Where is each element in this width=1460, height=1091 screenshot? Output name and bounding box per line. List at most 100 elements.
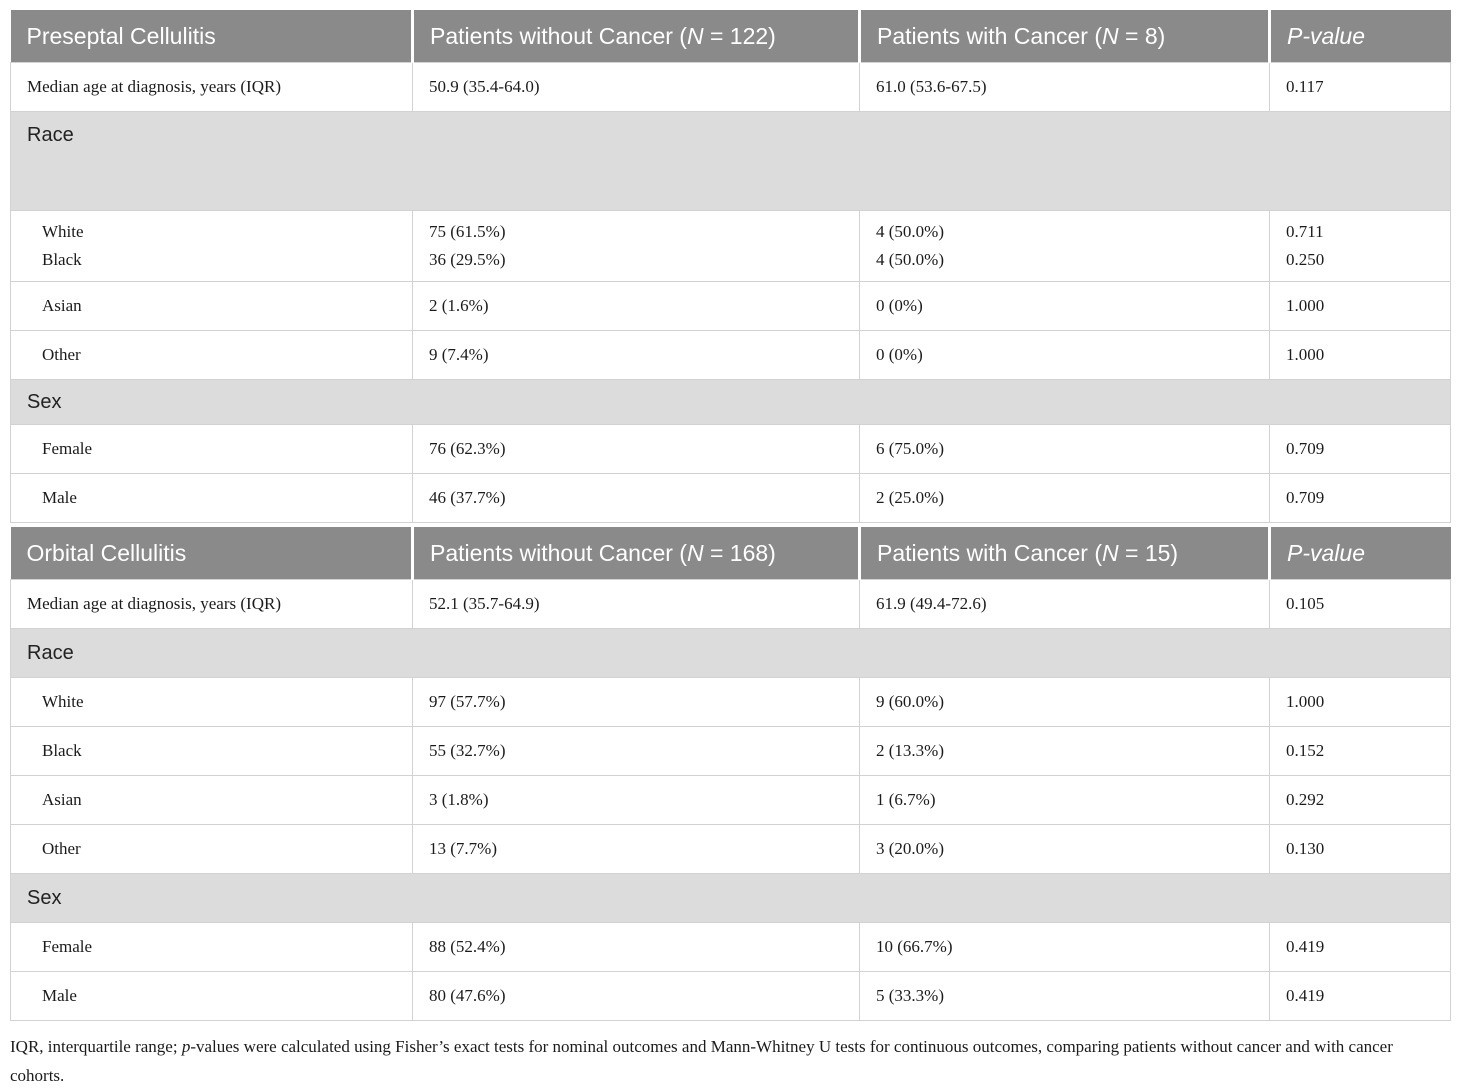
preseptal-col-no-cancer: Patients without Cancer (N = 122) <box>412 10 861 63</box>
pvalue-cell: 0.419 <box>1269 971 1451 1021</box>
col-label-text: Patients without Cancer ( <box>430 539 687 566</box>
col-label-text: Patients without Cancer ( <box>430 22 687 49</box>
col-label-text: = 168) <box>703 539 776 566</box>
section-label-cell: Race <box>10 111 1451 211</box>
pvalue-cell: 1.000 <box>1269 281 1451 331</box>
value-line: 4 (50.0%) <box>876 250 944 269</box>
no-cancer-value-cell: 9 (7.4%) <box>412 330 860 380</box>
section-row-race: Race <box>10 628 1451 678</box>
row-label-cell: Female <box>10 922 413 972</box>
orbital-col-cancer: Patients with Cancer (N = 15) <box>859 527 1271 580</box>
no-cancer-value-cell: 76 (62.3%) <box>412 424 860 474</box>
orbital-col-pvalue: P-value <box>1269 527 1451 580</box>
table-row-asian: Asian 3 (1.8%) 1 (6.7%) 0.292 <box>10 775 1451 825</box>
row-label-cell: Other <box>10 824 413 874</box>
pvalue-cell: 0.711 0.250 <box>1269 210 1451 282</box>
table-row-asian: Asian 2 (1.6%) 0 (0%) 1.000 <box>10 281 1451 331</box>
preseptal-title: Preseptal Cellulitis <box>10 10 414 63</box>
cancer-value-cell: 3 (20.0%) <box>859 824 1270 874</box>
cancer-value-cell: 10 (66.7%) <box>859 922 1270 972</box>
cancer-value-cell: 2 (25.0%) <box>859 473 1270 523</box>
n-symbol: N <box>1101 539 1119 566</box>
value-line: 4 (50.0%) <box>876 221 944 241</box>
section-row-sex: Sex <box>10 379 1451 425</box>
no-cancer-value-cell: 13 (7.7%) <box>412 824 860 874</box>
row-label-cell: White Black <box>10 210 413 282</box>
cancer-value-cell: 0 (0%) <box>859 281 1270 331</box>
cancer-value-cell: 61.9 (49.4-72.6) <box>859 579 1270 629</box>
no-cancer-value-cell: 2 (1.6%) <box>412 281 860 331</box>
col-label-text: = 15) <box>1118 539 1179 566</box>
col-label-text: = 122) <box>703 22 776 49</box>
section-label-cell: Sex <box>10 873 1451 923</box>
row-label-cell: Female <box>10 424 413 474</box>
row-label-line: Black <box>42 250 82 269</box>
table-row-female: Female 76 (62.3%) 6 (75.0%) 0.709 <box>10 424 1451 474</box>
pvalue-cell: 0.709 <box>1269 473 1451 523</box>
pvalue-cell: 0.130 <box>1269 824 1451 874</box>
table-row-median-age: Median age at diagnosis, years (IQR) 52.… <box>10 579 1451 629</box>
row-label-cell: Asian <box>10 281 413 331</box>
footnote-text: -values were calculated using Fisher’s e… <box>10 1037 1393 1085</box>
table-row-white-black: White Black 75 (61.5%) 36 (29.5%) 4 (50.0%… <box>10 210 1451 282</box>
no-cancer-value-cell: 97 (57.7%) <box>412 677 860 727</box>
preseptal-col-cancer: Patients with Cancer (N = 8) <box>859 10 1271 63</box>
value-line: 75 (61.5%) <box>429 221 506 241</box>
cancer-value-cell: 4 (50.0%) 4 (50.0%) <box>859 210 1270 282</box>
table-row-white: White 97 (57.7%) 9 (60.0%) 1.000 <box>10 677 1451 727</box>
cancer-value-cell: 0 (0%) <box>859 330 1270 380</box>
row-label-cell: Asian <box>10 775 413 825</box>
preseptal-col-pvalue: P-value <box>1269 10 1451 63</box>
no-cancer-value-cell: 52.1 (35.7-64.9) <box>412 579 860 629</box>
no-cancer-value-cell: 3 (1.8%) <box>412 775 860 825</box>
n-symbol: N <box>686 22 704 49</box>
col-label-text: = 8) <box>1118 22 1166 49</box>
pvalue-cell: 0.419 <box>1269 922 1451 972</box>
value-line: 36 (29.5%) <box>429 250 506 269</box>
row-label-cell: Male <box>10 971 413 1021</box>
preseptal-header-row: Preseptal Cellulitis Patients without Ca… <box>10 10 1451 63</box>
no-cancer-value-cell: 88 (52.4%) <box>412 922 860 972</box>
footnote-italic-p: p <box>181 1037 191 1056</box>
cancer-value-cell: 5 (33.3%) <box>859 971 1270 1021</box>
n-symbol: N <box>1101 22 1119 49</box>
table-row-median-age: Median age at diagnosis, years (IQR) 50.… <box>10 62 1451 112</box>
cancer-value-cell: 6 (75.0%) <box>859 424 1270 474</box>
col-label-text: Patients with Cancer ( <box>877 539 1102 566</box>
table-row-black: Black 55 (32.7%) 2 (13.3%) 0.152 <box>10 726 1451 776</box>
pvalue-cell: 0.709 <box>1269 424 1451 474</box>
col-label-text: Patients with Cancer ( <box>877 22 1102 49</box>
table-row-male: Male 46 (37.7%) 2 (25.0%) 0.709 <box>10 473 1451 523</box>
row-label-line: White <box>42 221 84 241</box>
no-cancer-value-cell: 46 (37.7%) <box>412 473 860 523</box>
row-label-cell: Median age at diagnosis, years (IQR) <box>10 62 413 112</box>
pvalue-cell: 0.292 <box>1269 775 1451 825</box>
footnote-text: IQR, interquartile range; <box>10 1037 182 1056</box>
pvalue-cell: 0.105 <box>1269 579 1451 629</box>
orbital-cellulitis-table: Orbital Cellulitis Patients without Canc… <box>10 527 1451 1021</box>
pvalue-cell: 0.117 <box>1269 62 1451 112</box>
section-row-race: Race <box>10 111 1451 211</box>
cancer-value-cell: 2 (13.3%) <box>859 726 1270 776</box>
row-label-cell: Other <box>10 330 413 380</box>
section-label-cell: Race <box>10 628 1451 678</box>
row-label-cell: White <box>10 677 413 727</box>
value-line: 0.250 <box>1286 250 1325 269</box>
cancer-value-cell: 1 (6.7%) <box>859 775 1270 825</box>
no-cancer-value-cell: 75 (61.5%) 36 (29.5%) <box>412 210 860 282</box>
orbital-title: Orbital Cellulitis <box>10 527 414 580</box>
section-label-cell: Sex <box>10 379 1451 425</box>
no-cancer-value-cell: 80 (47.6%) <box>412 971 860 1021</box>
no-cancer-value-cell: 50.9 (35.4-64.0) <box>412 62 860 112</box>
section-row-sex: Sex <box>10 873 1451 923</box>
cancer-value-cell: 9 (60.0%) <box>859 677 1270 727</box>
pvalue-cell: 0.152 <box>1269 726 1451 776</box>
table-figure: Preseptal Cellulitis Patients without Ca… <box>10 10 1451 1021</box>
pvalue-cell: 1.000 <box>1269 330 1451 380</box>
orbital-col-no-cancer: Patients without Cancer (N = 168) <box>412 527 861 580</box>
row-label-cell: Male <box>10 473 413 523</box>
pvalue-cell: 1.000 <box>1269 677 1451 727</box>
n-symbol: N <box>686 539 704 566</box>
table-footnote: IQR, interquartile range; p-values were … <box>10 1033 1450 1091</box>
value-line: 0.711 <box>1286 221 1324 241</box>
